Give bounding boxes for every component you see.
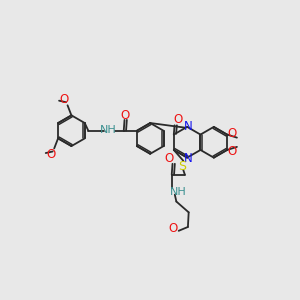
Text: O: O <box>60 93 69 106</box>
Text: NH: NH <box>169 187 186 196</box>
Text: N: N <box>184 152 192 165</box>
Text: O: O <box>46 148 56 161</box>
Text: NH: NH <box>100 125 117 135</box>
Text: O: O <box>227 127 236 140</box>
Text: O: O <box>121 109 130 122</box>
Text: N: N <box>184 120 192 133</box>
Text: S: S <box>178 160 186 172</box>
Text: O: O <box>227 145 236 158</box>
Text: O: O <box>164 152 173 165</box>
Text: O: O <box>173 113 182 126</box>
Text: O: O <box>168 222 177 235</box>
